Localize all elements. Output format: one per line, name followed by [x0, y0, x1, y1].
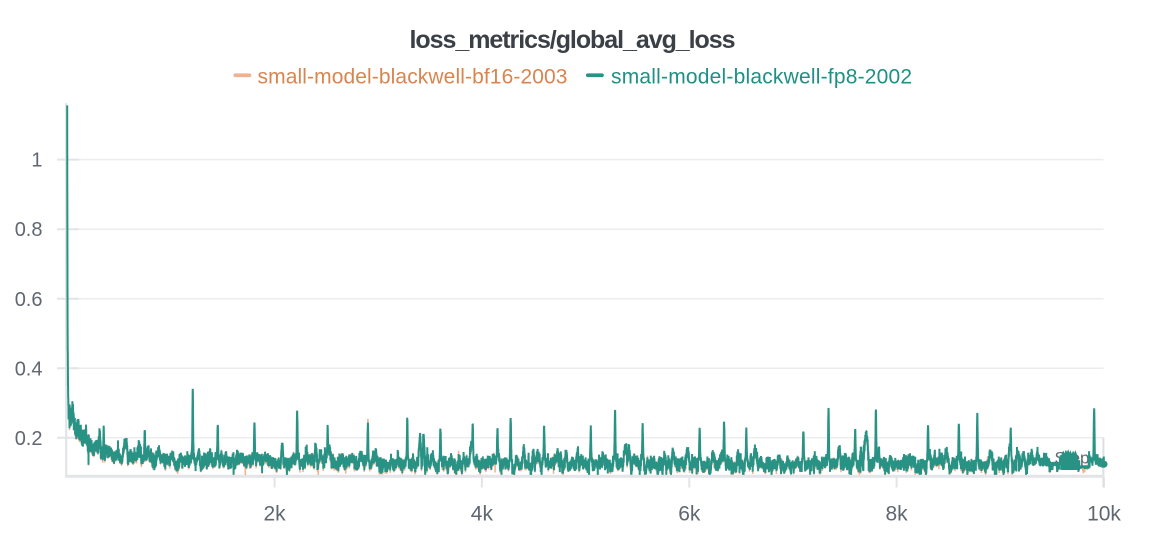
svg-text:0.2: 0.2 — [15, 428, 43, 450]
svg-text:4k: 4k — [471, 503, 494, 526]
svg-text:10k: 10k — [1087, 503, 1121, 526]
svg-text:1: 1 — [31, 150, 42, 172]
svg-text:0.4: 0.4 — [15, 358, 43, 380]
svg-text:2k: 2k — [264, 503, 287, 526]
svg-text:6k: 6k — [678, 503, 701, 526]
svg-text:small-model-blackwell-bf16-200: small-model-blackwell-bf16-2003 — [258, 66, 568, 89]
svg-text:loss_metrics/global_avg_loss: loss_metrics/global_avg_loss — [410, 26, 735, 54]
svg-text:8k: 8k — [886, 503, 909, 526]
svg-text:0.8: 0.8 — [15, 219, 43, 241]
svg-text:small-model-blackwell-fp8-2002: small-model-blackwell-fp8-2002 — [611, 66, 912, 89]
svg-text:0.6: 0.6 — [15, 289, 43, 311]
